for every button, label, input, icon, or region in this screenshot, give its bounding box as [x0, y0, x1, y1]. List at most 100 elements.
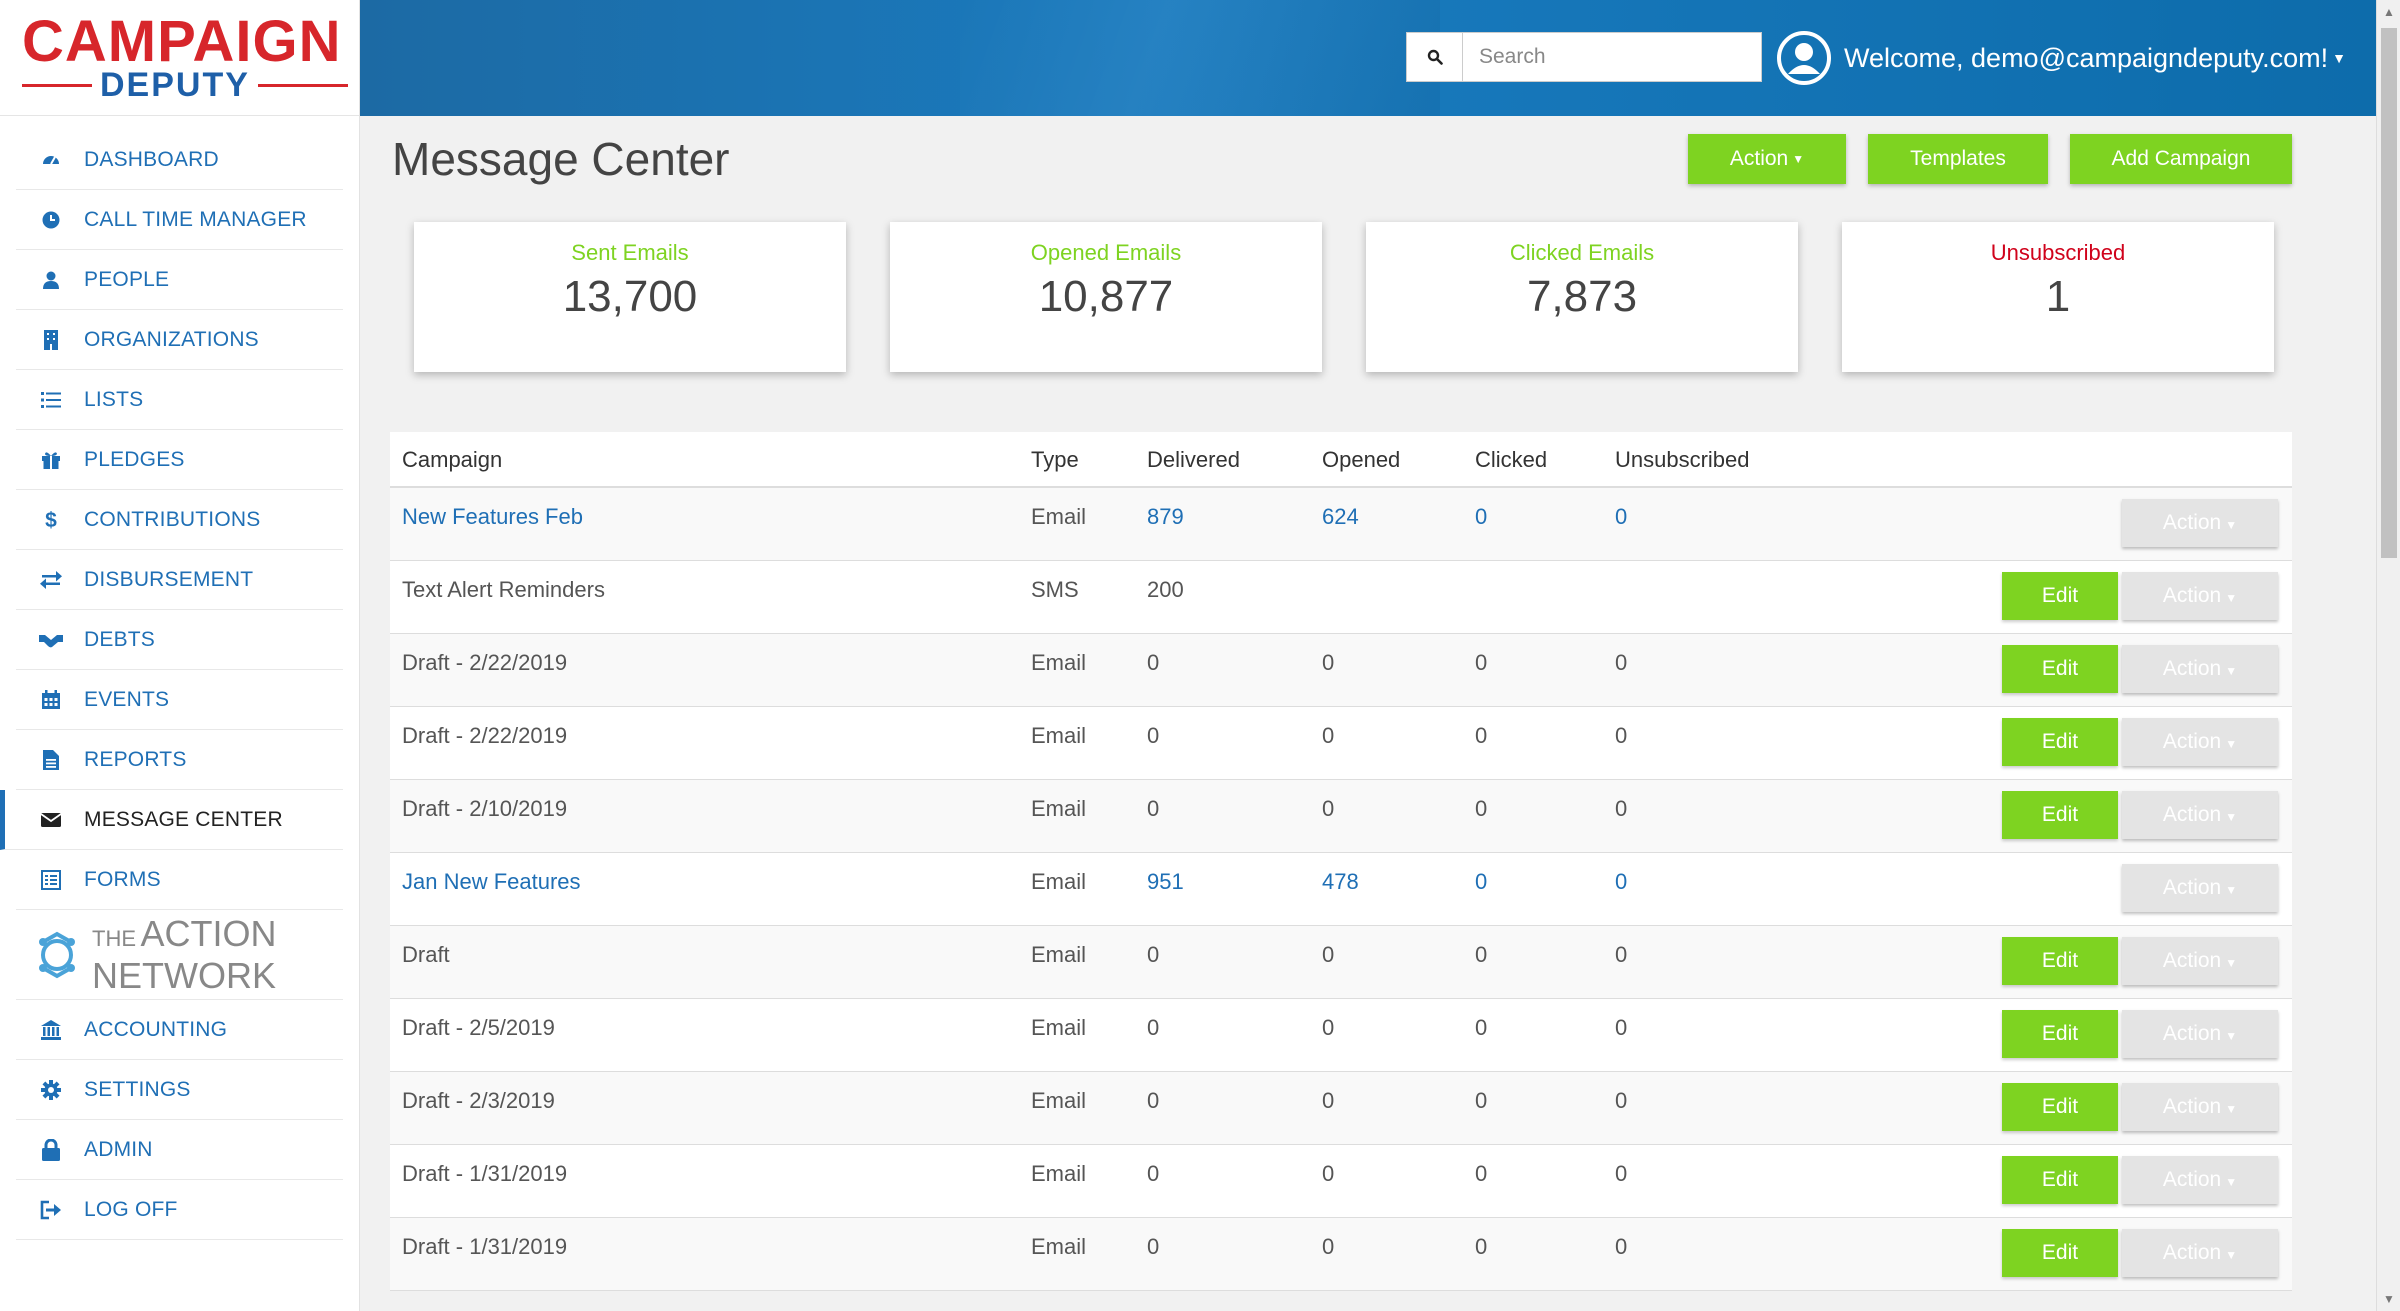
row-action-label: Action: [2162, 657, 2222, 680]
templates-button[interactable]: Templates: [1868, 134, 2048, 184]
stat-card-sent-emails: Sent Emails 13,700: [414, 222, 846, 372]
edit-button[interactable]: Edit: [2002, 718, 2118, 766]
clock-icon: [38, 207, 64, 233]
edit-button[interactable]: Edit: [2002, 1083, 2118, 1131]
sidebar-item-label: DASHBOARD: [84, 147, 219, 171]
sidebar-item-organizations[interactable]: ORGANIZATIONS: [16, 310, 343, 370]
scrollbar-thumb[interactable]: [2381, 28, 2397, 558]
cell-unsubscribed: 0: [1615, 796, 1628, 821]
row-action-button[interactable]: Action ▼: [2122, 791, 2278, 839]
row-action-caret-icon: ▼: [2225, 956, 2238, 970]
cell-unsubscribed[interactable]: 0: [1615, 504, 1628, 529]
sidebar-item-debts[interactable]: DEBTS: [16, 610, 343, 670]
cell-clicked[interactable]: 0: [1475, 504, 1488, 529]
sidebar-item-accounting[interactable]: ACCOUNTING: [16, 1000, 343, 1060]
edit-button[interactable]: Edit: [2002, 1229, 2118, 1277]
cell-clicked[interactable]: 0: [1475, 869, 1488, 894]
cell-delivered[interactable]: 879: [1147, 504, 1184, 529]
cell-name[interactable]: Jan New Features: [402, 869, 581, 894]
sidebar-item-forms[interactable]: FORMS: [16, 850, 343, 910]
row-action-button[interactable]: Action ▼: [2122, 864, 2278, 912]
cell-opened[interactable]: 624: [1322, 504, 1359, 529]
sidebar: CAMPAIGN DEPUTY DASHBOARD CALL TIME MANAG…: [0, 0, 360, 1311]
row-action-button[interactable]: Action ▼: [2122, 937, 2278, 985]
campaign-deputy-logo[interactable]: CAMPAIGN DEPUTY: [0, 0, 359, 116]
action-network-link[interactable]: THE ACTION NETWORK: [16, 910, 343, 1000]
header-campaign: Campaign: [402, 447, 503, 472]
edit-button[interactable]: Edit: [2002, 791, 2118, 839]
sidebar-item-message-center[interactable]: MESSAGE CENTER: [0, 790, 343, 850]
cell-opened[interactable]: 478: [1322, 869, 1359, 894]
header-opened: Opened: [1322, 447, 1401, 472]
sidebar-item-events[interactable]: EVENTS: [16, 670, 343, 730]
cell-name[interactable]: New Features Feb: [402, 504, 583, 529]
user-menu[interactable]: Welcome, demo@campaigndeputy.com! ▼: [1776, 30, 2346, 86]
row-action-caret-icon: ▼: [2225, 883, 2238, 897]
add-campaign-button[interactable]: Add Campaign: [2070, 134, 2292, 184]
row-action-caret-icon: ▼: [2225, 810, 2238, 824]
user-avatar-icon: [1777, 31, 1831, 85]
row-action-label: Action: [2162, 730, 2222, 753]
stat-card-clicked-emails: Clicked Emails 7,873: [1366, 222, 1798, 372]
sidebar-item-lists[interactable]: LISTS: [16, 370, 343, 430]
sidebar-item-call-time-manager[interactable]: CALL TIME MANAGER: [16, 190, 343, 250]
sidebar-item-pledges[interactable]: PLEDGES: [16, 430, 343, 490]
sidebar-item-settings[interactable]: SETTINGS: [16, 1060, 343, 1120]
sidebar-item-log-off[interactable]: LOG OFF: [16, 1180, 343, 1240]
stat-label: Sent Emails: [571, 240, 689, 265]
sidebar-item-label: CALL TIME MANAGER: [84, 207, 307, 231]
bank-icon: [38, 1017, 64, 1043]
row-action-button[interactable]: Action ▼: [2122, 718, 2278, 766]
sidebar-item-reports[interactable]: REPORTS: [16, 730, 343, 790]
page-scrollbar[interactable]: ▲ ▼: [2376, 0, 2400, 1311]
search-button[interactable]: [1407, 33, 1463, 81]
search-input[interactable]: [1463, 33, 1761, 81]
edit-button[interactable]: Edit: [2002, 1156, 2118, 1204]
row-action-button[interactable]: Action ▼: [2122, 1229, 2278, 1277]
cell-unsubscribed[interactable]: 0: [1615, 869, 1628, 894]
cell-opened: 0: [1322, 723, 1335, 748]
cell-unsubscribed: 0: [1615, 1234, 1628, 1259]
sidebar-item-disbursement[interactable]: DISBURSEMENT: [16, 550, 343, 610]
cell-name: Draft - 1/31/2019: [402, 1161, 568, 1186]
cell-name: Draft - 2/10/2019: [402, 796, 568, 821]
sidebar-item-label: ORGANIZATIONS: [84, 327, 259, 351]
row-action-button[interactable]: Action ▼: [2122, 1083, 2278, 1131]
table-row: Draft - 1/31/2019 Email 0 0 0 0 Edit Action ▼: [390, 1145, 2292, 1218]
row-action-caret-icon: ▼: [2225, 591, 2238, 605]
row-action-button[interactable]: Action ▼: [2122, 1156, 2278, 1204]
handshake-icon: [38, 627, 64, 653]
scroll-down-arrow-icon[interactable]: ▼: [2383, 1292, 2395, 1306]
cell-clicked: 0: [1475, 1234, 1488, 1259]
table-row: Draft - 2/22/2019 Email 0 0 0 0 Edit Action ▼: [390, 634, 2292, 707]
cell-delivered[interactable]: 951: [1147, 869, 1184, 894]
edit-button[interactable]: Edit: [2002, 572, 2118, 620]
scroll-up-arrow-icon[interactable]: ▲: [2383, 5, 2395, 19]
cell-name: Draft - 2/22/2019: [402, 650, 568, 675]
building-icon: [38, 327, 64, 353]
sidebar-item-people[interactable]: PEOPLE: [16, 250, 343, 310]
sidebar-item-admin[interactable]: ADMIN: [16, 1120, 343, 1180]
sidebar-item-contributions[interactable]: $ CONTRIBUTIONS: [16, 490, 343, 550]
welcome-text: Welcome, demo@campaigndeputy.com!: [1844, 42, 2329, 73]
cell-opened: 0: [1322, 1015, 1335, 1040]
calendar-icon: [38, 687, 64, 713]
sidebar-item-dashboard[interactable]: DASHBOARD: [16, 130, 343, 190]
header-clicked: Clicked: [1475, 447, 1548, 472]
row-action-button[interactable]: Action ▼: [2122, 645, 2278, 693]
row-action-button[interactable]: Action ▼: [2122, 1010, 2278, 1058]
edit-button[interactable]: Edit: [2002, 645, 2118, 693]
sidebar-item-label: REPORTS: [84, 747, 187, 771]
row-action-button[interactable]: Action ▼: [2122, 499, 2278, 547]
cell-delivered: 0: [1147, 1088, 1160, 1113]
sidebar-item-label: ACCOUNTING: [84, 1017, 228, 1041]
cell-opened: 0: [1322, 650, 1335, 675]
templates-button-label: Templates: [1910, 147, 2006, 170]
edit-button[interactable]: Edit: [2002, 937, 2118, 985]
action-button[interactable]: Action ▼: [1688, 134, 1846, 184]
action-button-label: Action: [1729, 147, 1789, 170]
cell-type: SMS: [1031, 577, 1079, 602]
edit-button[interactable]: Edit: [2002, 1010, 2118, 1058]
cell-type: Email: [1031, 796, 1087, 821]
row-action-button[interactable]: Action ▼: [2122, 572, 2278, 620]
